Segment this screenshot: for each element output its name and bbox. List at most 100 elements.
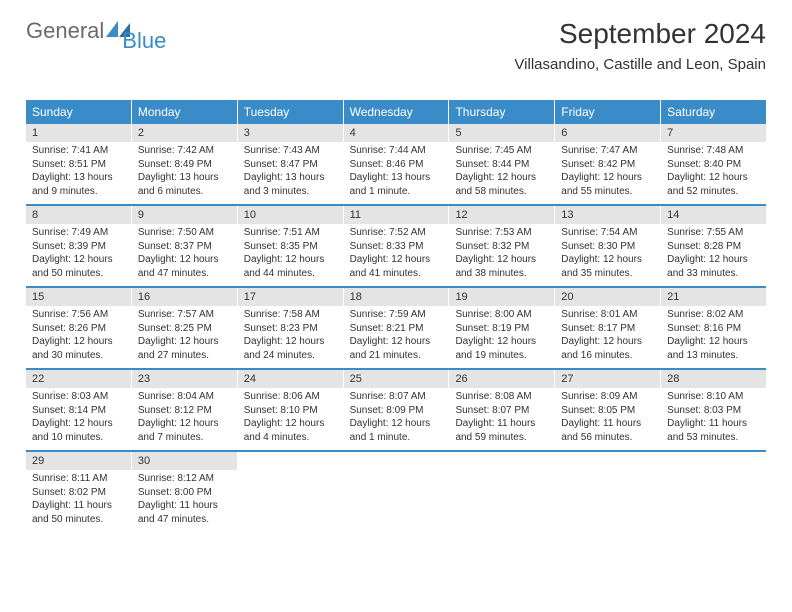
day-details: Sunrise: 7:43 AMSunset: 8:47 PMDaylight:… [238,142,343,198]
day-header: Saturday [661,100,766,124]
day-number: 20 [555,288,660,306]
sunrise-text: Sunrise: 7:59 AM [350,308,443,322]
sunrise-text: Sunrise: 7:48 AM [667,144,760,158]
day-header: Tuesday [238,100,344,124]
sunrise-text: Sunrise: 7:47 AM [561,144,654,158]
sunrise-text: Sunrise: 7:43 AM [244,144,337,158]
day-number: 9 [132,206,237,224]
day-details: Sunrise: 7:53 AMSunset: 8:32 PMDaylight:… [449,224,554,280]
sunset-text: Sunset: 8:16 PM [667,322,760,336]
day-details: Sunrise: 7:48 AMSunset: 8:40 PMDaylight:… [661,142,766,198]
day-cell: 5Sunrise: 7:45 AMSunset: 8:44 PMDaylight… [449,124,555,204]
day-number: 25 [344,370,449,388]
day-cell: 13Sunrise: 7:54 AMSunset: 8:30 PMDayligh… [555,206,661,286]
day-cell: 27Sunrise: 8:09 AMSunset: 8:05 PMDayligh… [555,370,661,450]
sunset-text: Sunset: 8:49 PM [138,158,231,172]
daylight-text: Daylight: 12 hours and 27 minutes. [138,335,231,362]
daylight-text: Daylight: 12 hours and 58 minutes. [455,171,548,198]
week-row: 22Sunrise: 8:03 AMSunset: 8:14 PMDayligh… [26,370,766,452]
sunrise-text: Sunrise: 8:02 AM [667,308,760,322]
daylight-text: Daylight: 12 hours and 50 minutes. [32,253,125,280]
daylight-text: Daylight: 12 hours and 41 minutes. [350,253,443,280]
page-title: September 2024 [514,18,766,50]
daylight-text: Daylight: 12 hours and 35 minutes. [561,253,654,280]
sunset-text: Sunset: 8:33 PM [350,240,443,254]
header: General Blue September 2024 Villasandino… [26,18,766,44]
sunrise-text: Sunrise: 7:54 AM [561,226,654,240]
weeks-container: 1Sunrise: 7:41 AMSunset: 8:51 PMDaylight… [26,124,766,532]
week-row: 29Sunrise: 8:11 AMSunset: 8:02 PMDayligh… [26,452,766,532]
sunset-text: Sunset: 8:21 PM [350,322,443,336]
day-cell: 4Sunrise: 7:44 AMSunset: 8:46 PMDaylight… [344,124,450,204]
sunset-text: Sunset: 8:14 PM [32,404,125,418]
day-number: 28 [661,370,766,388]
day-cell: 25Sunrise: 8:07 AMSunset: 8:09 PMDayligh… [344,370,450,450]
sunrise-text: Sunrise: 8:07 AM [350,390,443,404]
day-details: Sunrise: 7:41 AMSunset: 8:51 PMDaylight:… [26,142,131,198]
daylight-text: Daylight: 11 hours and 50 minutes. [32,499,125,526]
sunset-text: Sunset: 8:35 PM [244,240,337,254]
day-number: 17 [238,288,343,306]
day-details: Sunrise: 8:03 AMSunset: 8:14 PMDaylight:… [26,388,131,444]
day-details: Sunrise: 7:57 AMSunset: 8:25 PMDaylight:… [132,306,237,362]
day-details: Sunrise: 7:51 AMSunset: 8:35 PMDaylight:… [238,224,343,280]
calendar: SundayMondayTuesdayWednesdayThursdayFrid… [26,100,766,532]
sunrise-text: Sunrise: 8:03 AM [32,390,125,404]
day-cell: 15Sunrise: 7:56 AMSunset: 8:26 PMDayligh… [26,288,132,368]
day-number: 1 [26,124,131,142]
daylight-text: Daylight: 12 hours and 55 minutes. [561,171,654,198]
daylight-text: Daylight: 11 hours and 59 minutes. [455,417,548,444]
day-number: 14 [661,206,766,224]
sunrise-text: Sunrise: 7:52 AM [350,226,443,240]
day-header-row: SundayMondayTuesdayWednesdayThursdayFrid… [26,100,766,124]
daylight-text: Daylight: 11 hours and 47 minutes. [138,499,231,526]
sunset-text: Sunset: 8:51 PM [32,158,125,172]
day-number: 6 [555,124,660,142]
sunrise-text: Sunrise: 7:49 AM [32,226,125,240]
daylight-text: Daylight: 13 hours and 9 minutes. [32,171,125,198]
sunrise-text: Sunrise: 8:10 AM [667,390,760,404]
day-header: Thursday [449,100,555,124]
week-row: 15Sunrise: 7:56 AMSunset: 8:26 PMDayligh… [26,288,766,370]
sunrise-text: Sunrise: 8:06 AM [244,390,337,404]
day-details: Sunrise: 8:07 AMSunset: 8:09 PMDaylight:… [344,388,449,444]
day-details: Sunrise: 7:50 AMSunset: 8:37 PMDaylight:… [132,224,237,280]
daylight-text: Daylight: 12 hours and 24 minutes. [244,335,337,362]
day-cell [449,452,555,532]
day-details: Sunrise: 8:00 AMSunset: 8:19 PMDaylight:… [449,306,554,362]
day-number: 22 [26,370,131,388]
day-cell: 7Sunrise: 7:48 AMSunset: 8:40 PMDaylight… [661,124,766,204]
sunset-text: Sunset: 8:05 PM [561,404,654,418]
day-details: Sunrise: 8:09 AMSunset: 8:05 PMDaylight:… [555,388,660,444]
daylight-text: Daylight: 12 hours and 4 minutes. [244,417,337,444]
daylight-text: Daylight: 12 hours and 10 minutes. [32,417,125,444]
sunset-text: Sunset: 8:26 PM [32,322,125,336]
day-number: 16 [132,288,237,306]
daylight-text: Daylight: 12 hours and 7 minutes. [138,417,231,444]
day-cell: 22Sunrise: 8:03 AMSunset: 8:14 PMDayligh… [26,370,132,450]
sunrise-text: Sunrise: 7:57 AM [138,308,231,322]
sunset-text: Sunset: 8:02 PM [32,486,125,500]
day-number: 5 [449,124,554,142]
daylight-text: Daylight: 12 hours and 21 minutes. [350,335,443,362]
sunrise-text: Sunrise: 7:53 AM [455,226,548,240]
day-cell: 26Sunrise: 8:08 AMSunset: 8:07 PMDayligh… [449,370,555,450]
day-details: Sunrise: 7:42 AMSunset: 8:49 PMDaylight:… [132,142,237,198]
day-number: 2 [132,124,237,142]
location: Villasandino, Castille and Leon, Spain [514,56,766,73]
daylight-text: Daylight: 11 hours and 56 minutes. [561,417,654,444]
day-cell: 21Sunrise: 8:02 AMSunset: 8:16 PMDayligh… [661,288,766,368]
daylight-text: Daylight: 11 hours and 53 minutes. [667,417,760,444]
sunrise-text: Sunrise: 7:50 AM [138,226,231,240]
sunset-text: Sunset: 8:10 PM [244,404,337,418]
sunrise-text: Sunrise: 7:45 AM [455,144,548,158]
daylight-text: Daylight: 13 hours and 6 minutes. [138,171,231,198]
sunset-text: Sunset: 8:07 PM [455,404,548,418]
day-details: Sunrise: 7:56 AMSunset: 8:26 PMDaylight:… [26,306,131,362]
daylight-text: Daylight: 12 hours and 1 minute. [350,417,443,444]
day-details: Sunrise: 7:47 AMSunset: 8:42 PMDaylight:… [555,142,660,198]
sunset-text: Sunset: 8:17 PM [561,322,654,336]
day-cell: 20Sunrise: 8:01 AMSunset: 8:17 PMDayligh… [555,288,661,368]
day-cell: 18Sunrise: 7:59 AMSunset: 8:21 PMDayligh… [344,288,450,368]
daylight-text: Daylight: 12 hours and 47 minutes. [138,253,231,280]
